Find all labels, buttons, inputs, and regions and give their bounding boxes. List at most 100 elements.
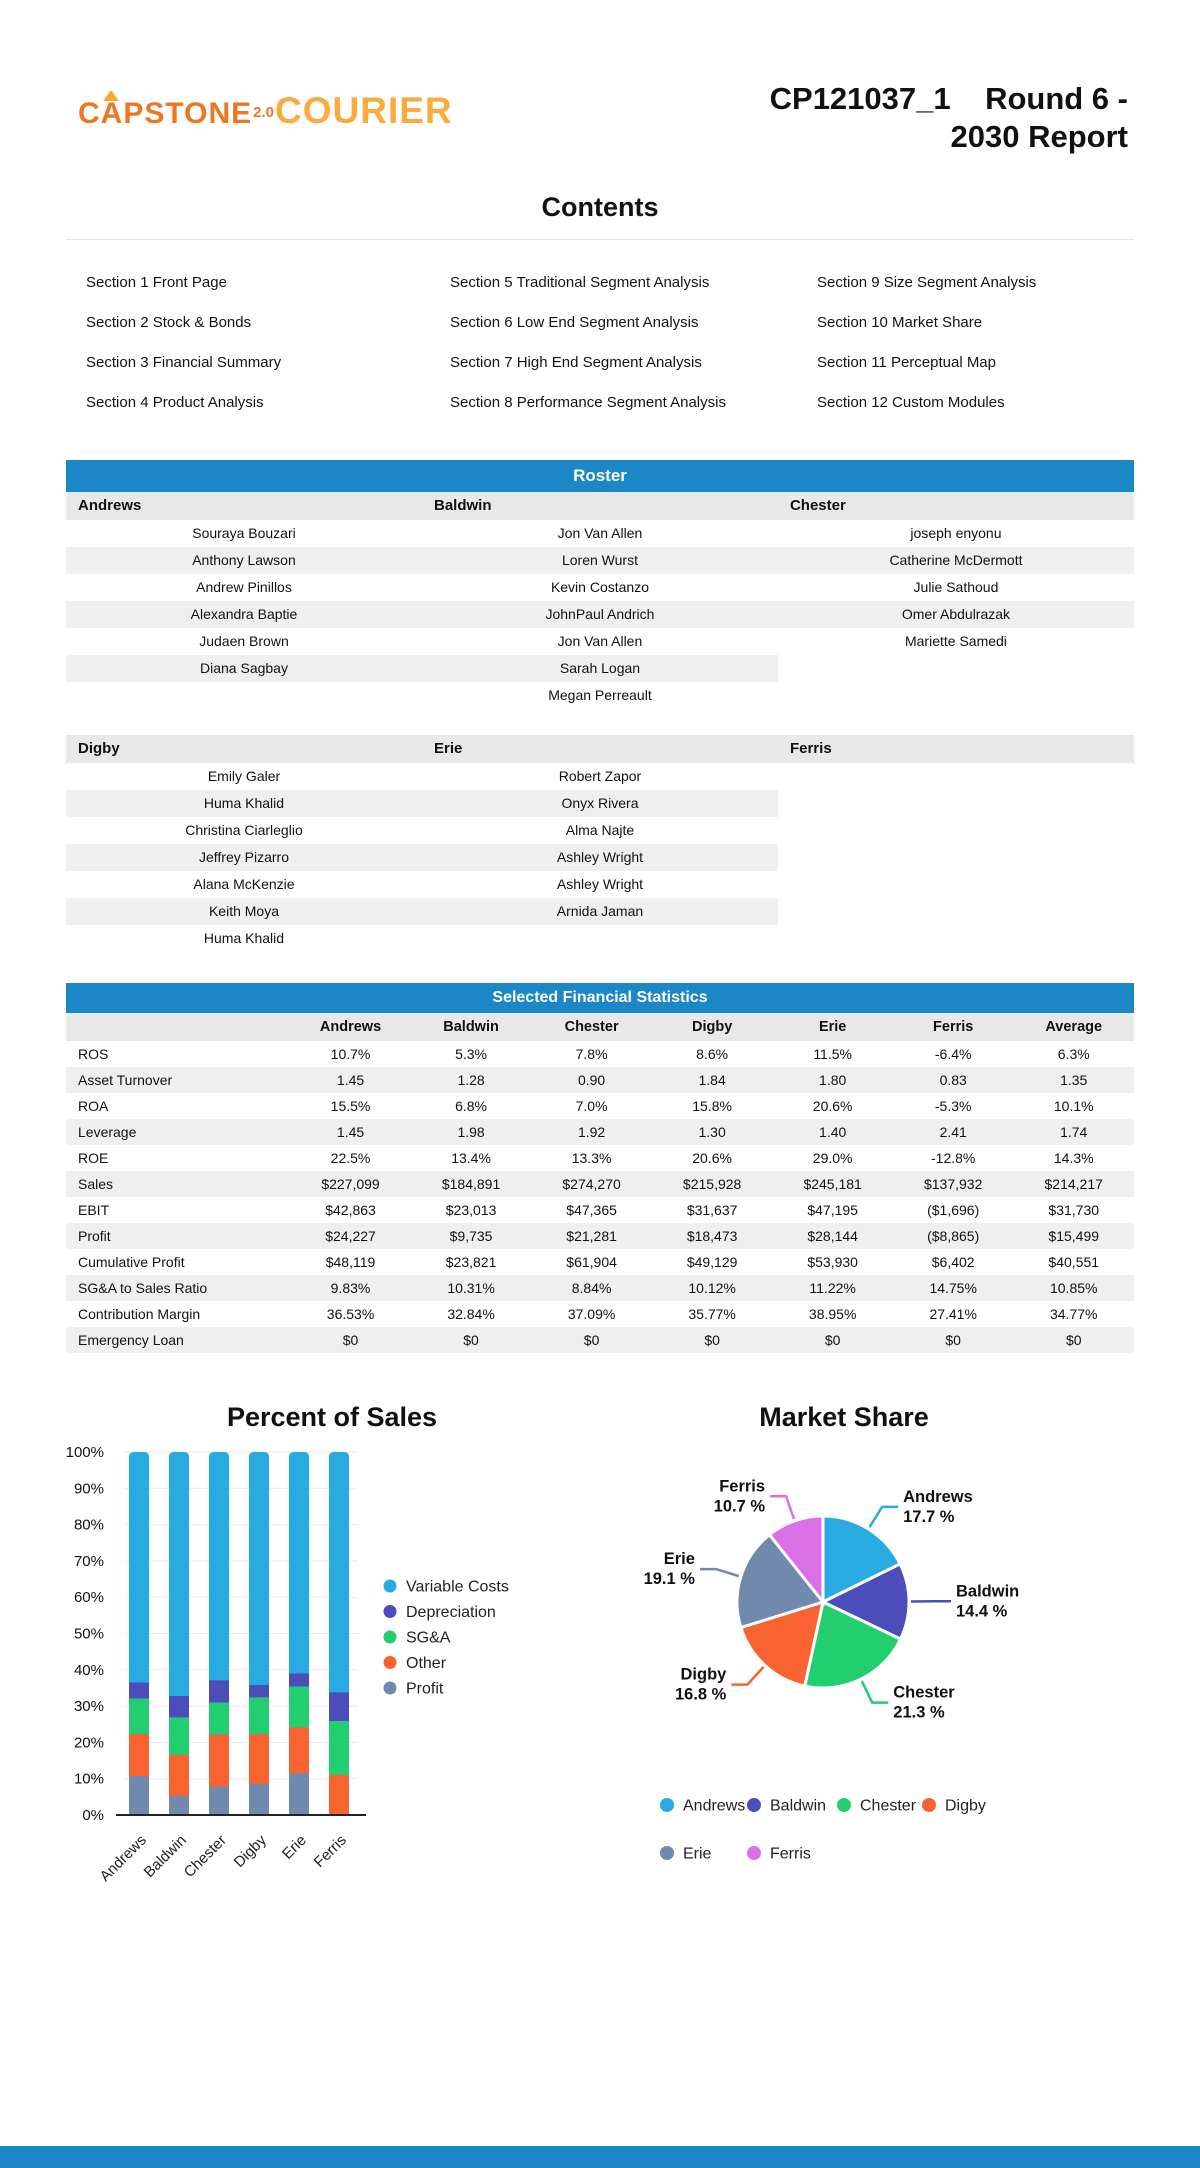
pie-slice-value-label: 10.7 % [714,1497,766,1515]
fin-cell-value: 37.09% [567,1306,616,1322]
bar-segment-other [209,1734,229,1787]
legend-swatch-icon [747,1846,761,1860]
logo-version-text: 2.0 [253,103,275,121]
fin-row-label: Asset Turnover [66,1067,291,1093]
fin-cell-value: $18,473 [651,1223,773,1249]
bar-segment-profit [289,1773,309,1815]
fin-cell-value: $184,891 [410,1171,532,1197]
contents-item[interactable]: Section 9 Size Segment Analysis [817,273,1037,291]
pie-slice-name-label: Erie [664,1550,695,1568]
page-title: CP121037_1 Round 6 -2030 Report [770,80,1128,156]
contents-item[interactable]: Section 10 Market Share [817,313,983,331]
bar-segment-sg-a [169,1717,189,1755]
roster-member: Judaen Brown [199,633,289,649]
fin-cell-value: 35.77% [688,1306,736,1322]
team-name-header: Chester [777,492,1134,520]
fin-column-header: Erie [772,1013,893,1041]
fin-cell-value: 20.6% [692,1150,732,1166]
roster-member: Alma Najte [565,822,635,838]
fin-cell-value: 0.90 [531,1067,652,1093]
fin-column-header: Andrews [290,1013,411,1041]
fin-row-label: ROS [78,1046,109,1062]
legend-item-label: Digby [945,1798,986,1815]
roster-group: Andrews Souraya Bouzari Anthony Lawson Andr… [66,492,1134,709]
fin-cell-value: 1.28 [410,1067,532,1093]
contents-item[interactable]: Section 4 Product Analysis [86,393,264,411]
fin-row-label: SG&A to Sales Ratio [66,1275,291,1301]
fin-table-row: ROE 22.5% 13.4% 13.3% 20.6% 29.0% -12.8% 14.3% [66,1145,1134,1171]
pie-chart-title: Market Share [759,1402,929,1432]
bar-segment-depreciation [329,1692,349,1721]
fin-cell-value: ($8,865) [892,1223,1014,1249]
x-axis-category-label: Baldwin [141,1832,190,1881]
x-axis-category-label: Erie [279,1832,310,1863]
fin-cell-value: -5.3% [934,1098,972,1114]
contents-item[interactable]: Section 2 Stock & Bonds [86,313,252,331]
footer-bar [0,2146,1200,2168]
team-column: Baldwin Jon Van Allen Loren Wurst Kevin Cos… [421,492,778,709]
page-title-line2: 2030 Report [950,119,1128,154]
contents-item[interactable]: Section 12 Custom Modules [817,393,1005,411]
roster-member: Megan Perreault [548,687,652,703]
team-column: Chester joseph enyonu Catherine McDermott J… [777,492,1134,709]
pie-callout-line [770,1495,796,1520]
roster-group: Digby Emily Galer Huma Khalid Christina Cia… [66,735,1134,952]
team-column: Digby Emily Galer Huma Khalid Christina Cia… [66,735,422,952]
fin-cell-value: $47,365 [566,1202,617,1218]
x-axis-category-label: Chester [181,1832,230,1881]
contents-item[interactable]: Section 6 Low End Segment Analysis [450,313,699,331]
team-name-header: Ferris [777,735,1134,763]
fin-cell-value: 14.75% [892,1275,1014,1301]
fin-row-label: Leverage [66,1119,291,1145]
pie-slice-name-label: Baldwin [956,1582,1019,1600]
roster-member: Ashley Wright [556,876,644,892]
contents-item[interactable]: Section 3 Financial Summary [86,353,282,371]
fin-cell-value: 1.30 [651,1119,773,1145]
pie-slice-erie [735,1532,826,1630]
roster-member: Alana McKenzie [193,876,295,892]
roster-member: Mariette Samedi [904,633,1007,649]
contents-item[interactable]: Section 11 Perceptual Map [817,353,996,371]
contents-item[interactable]: Section 5 Traditional Segment Analysis [450,273,710,291]
fin-cell-value: 15.5% [330,1098,371,1114]
fin-cell-value: $9,735 [410,1223,532,1249]
fin-cell-value: 8.84% [531,1275,652,1301]
fin-row-label: Contribution Margin [78,1306,201,1322]
fin-cell-value: $23,013 [445,1202,497,1218]
roster-member: Catherine McDermott [777,547,1134,574]
fin-cell-value: $6,402 [931,1254,975,1270]
legend-swatch-icon [383,1605,397,1618]
contents-item[interactable]: Section 8 Performance Segment Analysis [450,393,726,411]
fin-cell-value: 27.41% [929,1306,977,1322]
fin-cell-value: 9.83% [290,1275,411,1301]
fin-table-row: Profit $24,227 $9,735 $21,281 $18,473 $28,144… [66,1223,1134,1249]
contents-item[interactable]: Section 7 High End Segment Analysis [450,353,702,371]
roster-member: Jon Van Allen [557,633,643,649]
fin-cell-value: 7.8% [575,1046,608,1062]
market-share-svg: Andrews 17.7 % Baldwin 14.4 % Chester 21.3 % D… [644,1477,1020,1862]
fin-cell-value: $31,637 [686,1202,738,1218]
fin-table-row: Sales $227,099 $184,891 $274,270 $215,928 $24… [66,1171,1134,1197]
legend-swatch-icon [383,1579,397,1593]
fin-cell-value: $53,930 [807,1254,858,1270]
legend-swatch-icon [383,1681,397,1695]
fin-cell-value: 6.3% [1057,1046,1090,1062]
roster-member: Kevin Costanzo [550,579,649,595]
roster-member: Souraya Bouzari [192,525,296,541]
logo-courier-text: COURIER [275,90,453,131]
fin-cell-value: 1.92 [531,1119,652,1145]
fin-cell-value: $0 [290,1327,411,1353]
logo-capstone-text: CAPSTONE [78,97,253,130]
bar-segment-other [169,1754,189,1796]
team-name-header: Digby [66,735,422,763]
team-column: Ferris [777,735,1134,952]
team-name-header: Erie [421,735,778,763]
legend-item-label: Other [406,1655,447,1672]
bar-segment-profit [249,1783,269,1815]
fin-table-row: Cumulative Profit $48,119 $23,821 $61,904 $4… [66,1249,1134,1275]
fin-cell-value: 15.8% [692,1098,732,1114]
contents-item[interactable]: Section 1 Front Page [86,273,227,291]
fin-table-row: SG&A to Sales Ratio 9.83% 10.31% 8.84% 10.12… [66,1275,1134,1301]
fin-cell-value: $47,195 [807,1202,858,1218]
contents-grid: Section 1 Front Page Section 2 Stock & Bo… [86,262,1134,422]
